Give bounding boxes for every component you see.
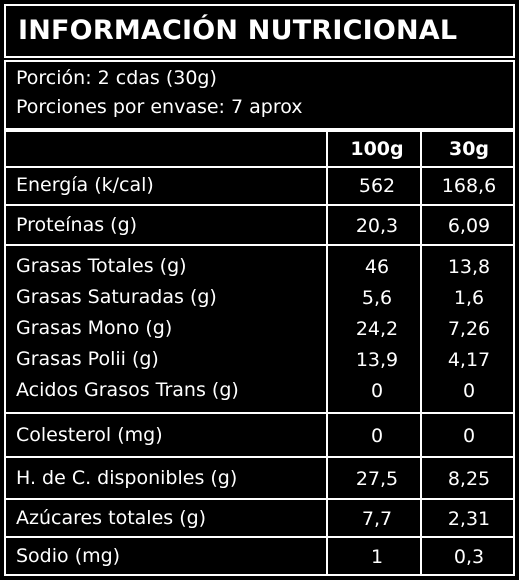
value-100g: 0: [370, 380, 384, 402]
value-30g: 0: [462, 380, 476, 402]
row-label: Grasas Totales (g): [16, 255, 187, 277]
value-30g: 2,31: [447, 508, 491, 530]
serving-size: Porción: 2 cdas (30g): [16, 67, 217, 89]
value-100g: 562: [358, 175, 396, 197]
row-label: Azúcares totales (g): [16, 507, 207, 529]
row-label: Grasas Polii (g): [16, 348, 159, 370]
title-box: [4, 4, 515, 58]
row-label: Energía (k/cal): [16, 174, 154, 196]
value-100g: 7,7: [361, 508, 393, 530]
row-label: Proteínas (g): [16, 214, 138, 236]
row-label: Grasas Mono (g): [16, 317, 173, 339]
value-30g: 1,6: [453, 287, 485, 309]
sodium-30g-cell: [420, 536, 515, 576]
value-30g: 0: [462, 425, 476, 447]
value-30g: 8,25: [447, 468, 491, 490]
value-100g: 24,2: [355, 318, 399, 340]
row-label: Grasas Saturadas (g): [16, 286, 217, 308]
value-30g: 7,26: [447, 318, 491, 340]
value-100g: 46: [364, 256, 390, 278]
value-100g: 0: [370, 425, 384, 447]
value-100g: 20,3: [355, 215, 399, 237]
servings-per-container: Porciones por envase: 7 aprox: [16, 96, 303, 118]
label-title: INFORMACIÓN NUTRICIONAL: [18, 15, 458, 46]
value-30g: 6,09: [447, 215, 491, 237]
row-label: Colesterol (mg): [16, 424, 163, 446]
row-label: Sodio (mg): [16, 545, 121, 567]
value-100g: 27,5: [355, 468, 399, 490]
value-30g: 4,17: [447, 349, 491, 371]
serving-box: [4, 60, 515, 130]
row-label: H. de C. disponibles (g): [16, 467, 238, 489]
value-30g: 168,6: [441, 175, 497, 197]
column-header-100g: 100g: [350, 138, 404, 160]
value-100g: 13,9: [355, 349, 399, 371]
column-header-30g: 30g: [448, 138, 490, 160]
header-label-cell: [4, 130, 328, 168]
value-30g: 0,3: [453, 546, 485, 568]
row-label: Acidos Grasos Trans (g): [16, 379, 239, 401]
value-30g: 13,8: [447, 256, 491, 278]
value-100g: 1: [370, 546, 384, 568]
value-100g: 5,6: [361, 287, 393, 309]
